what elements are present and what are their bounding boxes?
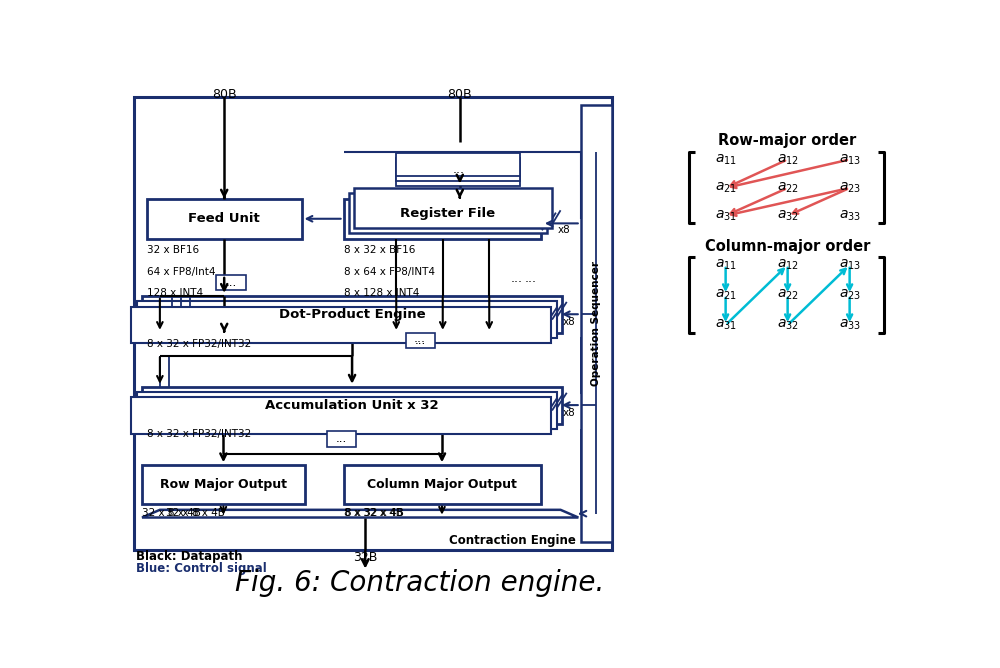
Text: Feed Unit: Feed Unit [188, 212, 260, 225]
Text: $a_{22}$: $a_{22}$ [777, 181, 799, 195]
Text: $a_{32}$: $a_{32}$ [777, 318, 799, 332]
Text: 32 x 8 x 4B: 32 x 8 x 4B [142, 508, 201, 518]
Text: $a_{21}$: $a_{21}$ [715, 288, 737, 302]
Text: $a_{33}$: $a_{33}$ [839, 208, 861, 223]
FancyBboxPatch shape [344, 465, 541, 504]
FancyBboxPatch shape [396, 163, 520, 186]
Text: Fig. 6: Contraction engine.: Fig. 6: Contraction engine. [235, 569, 604, 597]
Text: Blue: Control signal: Blue: Control signal [136, 562, 267, 575]
Text: ...: ... [415, 334, 426, 347]
Text: x8: x8 [563, 317, 576, 327]
Text: Row Major Output: Row Major Output [160, 478, 287, 491]
Text: x8: x8 [557, 225, 570, 235]
Text: 8 x 32 x FP32/INT32: 8 x 32 x FP32/INT32 [147, 339, 251, 349]
Text: Register File: Register File [400, 207, 495, 220]
Text: Column Major Output: Column Major Output [367, 478, 517, 491]
FancyBboxPatch shape [134, 97, 612, 550]
FancyBboxPatch shape [396, 158, 520, 181]
Text: $a_{12}$: $a_{12}$ [777, 258, 799, 272]
Text: $a_{12}$: $a_{12}$ [777, 152, 799, 167]
Text: $a_{22}$: $a_{22}$ [777, 288, 799, 302]
Text: 32B: 32B [353, 551, 377, 564]
Text: 8 x 32 x BF16: 8 x 32 x BF16 [344, 245, 415, 255]
Text: Contraction Engine: Contraction Engine [449, 534, 576, 547]
Text: $a_{13}$: $a_{13}$ [839, 258, 861, 272]
Text: ...: ... [336, 432, 347, 446]
Text: ...: ... [414, 333, 426, 345]
FancyBboxPatch shape [406, 333, 435, 348]
FancyBboxPatch shape [581, 105, 612, 542]
Text: 32 x 8 x 4B: 32 x 8 x 4B [166, 508, 225, 518]
Text: 80B: 80B [212, 88, 237, 100]
Text: Dot-Product Engine: Dot-Product Engine [279, 308, 425, 321]
Text: 8 x 32 x FP32/INT32: 8 x 32 x FP32/INT32 [147, 429, 251, 439]
FancyBboxPatch shape [396, 152, 520, 176]
Text: Accumulation Unit x 32: Accumulation Unit x 32 [265, 399, 439, 411]
Text: Operation Sequencer: Operation Sequencer [591, 261, 601, 386]
Text: 128 x INT4: 128 x INT4 [147, 288, 203, 298]
FancyBboxPatch shape [349, 193, 547, 233]
FancyBboxPatch shape [137, 301, 557, 338]
Text: $a_{13}$: $a_{13}$ [839, 152, 861, 167]
FancyBboxPatch shape [142, 465, 305, 504]
FancyBboxPatch shape [344, 199, 541, 238]
Text: 8 x 32 x 4B: 8 x 32 x 4B [345, 508, 404, 518]
FancyBboxPatch shape [142, 387, 562, 424]
Text: ...: ... [510, 273, 522, 285]
Text: $a_{33}$: $a_{33}$ [839, 318, 861, 332]
FancyBboxPatch shape [326, 432, 356, 447]
Text: 64 x FP8/Int4: 64 x FP8/Int4 [147, 267, 215, 277]
Text: 32 x BF16: 32 x BF16 [147, 245, 199, 255]
FancyBboxPatch shape [142, 296, 562, 333]
Text: ...: ... [452, 163, 464, 176]
Text: 8 x 64 x FP8/INT4: 8 x 64 x FP8/INT4 [344, 267, 435, 277]
FancyBboxPatch shape [137, 392, 557, 429]
FancyBboxPatch shape [147, 199, 302, 238]
Text: Black: Datapath: Black: Datapath [136, 550, 242, 562]
Text: 80B: 80B [447, 88, 472, 100]
Text: $a_{23}$: $a_{23}$ [839, 288, 861, 302]
Text: $a_{32}$: $a_{32}$ [777, 208, 799, 223]
Text: Row-major order: Row-major order [718, 133, 857, 148]
Text: 8 x 128 x INT4: 8 x 128 x INT4 [344, 288, 419, 298]
FancyBboxPatch shape [131, 397, 551, 434]
Text: ...: ... [524, 273, 536, 285]
Text: Column-major order: Column-major order [705, 239, 870, 254]
FancyBboxPatch shape [354, 188, 552, 228]
Text: $a_{11}$: $a_{11}$ [715, 258, 737, 272]
Text: ...: ... [226, 276, 237, 289]
Text: $a_{31}$: $a_{31}$ [715, 318, 737, 332]
Text: 8 x 32 x 4B: 8 x 32 x 4B [344, 508, 402, 518]
Text: $a_{21}$: $a_{21}$ [715, 181, 737, 195]
FancyBboxPatch shape [216, 275, 246, 291]
Text: $a_{31}$: $a_{31}$ [715, 208, 737, 223]
FancyBboxPatch shape [131, 307, 551, 343]
Text: x8: x8 [563, 407, 576, 418]
Text: $a_{23}$: $a_{23}$ [839, 181, 861, 195]
Text: $a_{11}$: $a_{11}$ [715, 152, 737, 167]
Polygon shape [142, 510, 578, 518]
